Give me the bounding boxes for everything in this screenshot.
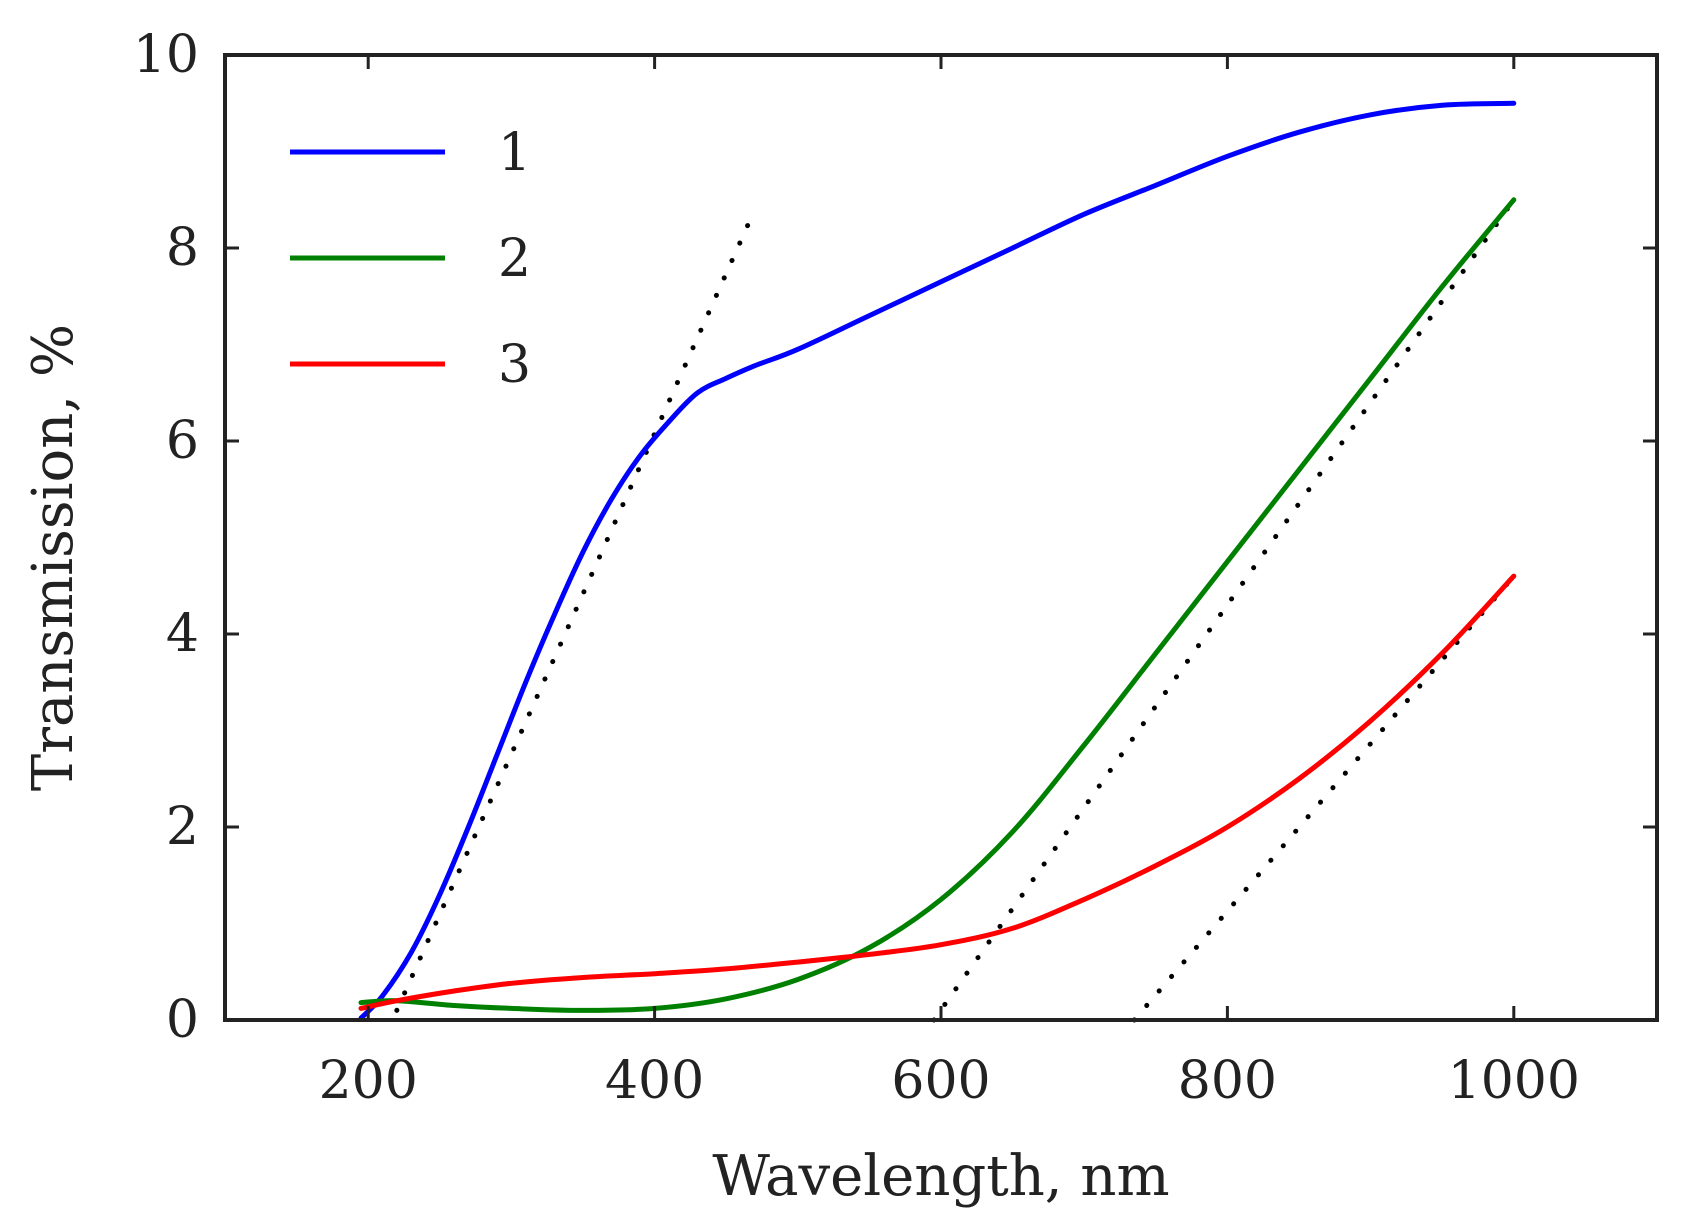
series-line-2 bbox=[358, 197, 1517, 1013]
x-tick-label: 200 bbox=[319, 1051, 418, 1111]
y-tick-label: 2 bbox=[166, 797, 199, 857]
series-lines bbox=[358, 100, 1517, 1021]
series-line-3 bbox=[358, 573, 1517, 1011]
legend-label-3: 3 bbox=[498, 335, 531, 395]
y-tick-label: 10 bbox=[133, 25, 199, 85]
x-axis-title: Wavelength, nm bbox=[712, 1144, 1169, 1209]
fit-line-3 bbox=[1131, 573, 1517, 1023]
y-tick-label: 0 bbox=[166, 990, 199, 1050]
x-tick-label: 800 bbox=[1178, 1051, 1277, 1111]
plot-frame bbox=[223, 53, 1659, 1022]
x-tick-label: 400 bbox=[605, 1051, 704, 1111]
y-tick-label: 6 bbox=[166, 411, 199, 471]
legend-label-1: 1 bbox=[498, 123, 531, 183]
legend-label-2: 2 bbox=[498, 229, 531, 289]
axis-ticks bbox=[225, 53, 1657, 1022]
y-axis-title: Transmission, % bbox=[21, 324, 86, 791]
fit-lines bbox=[394, 197, 1517, 1023]
tick-labels: 200 400 600 800 1000 0 2 4 6 8 10 bbox=[133, 25, 1580, 1111]
x-tick-label: 600 bbox=[891, 1051, 990, 1111]
x-tick-label: 1000 bbox=[1448, 1051, 1580, 1111]
legend: 1 2 3 bbox=[290, 123, 531, 395]
series-line-1 bbox=[358, 100, 1517, 1021]
fit-line-1 bbox=[394, 206, 758, 1013]
y-tick-label: 4 bbox=[166, 604, 199, 664]
fit-line-2 bbox=[931, 197, 1517, 1023]
y-tick-label: 8 bbox=[166, 218, 199, 278]
